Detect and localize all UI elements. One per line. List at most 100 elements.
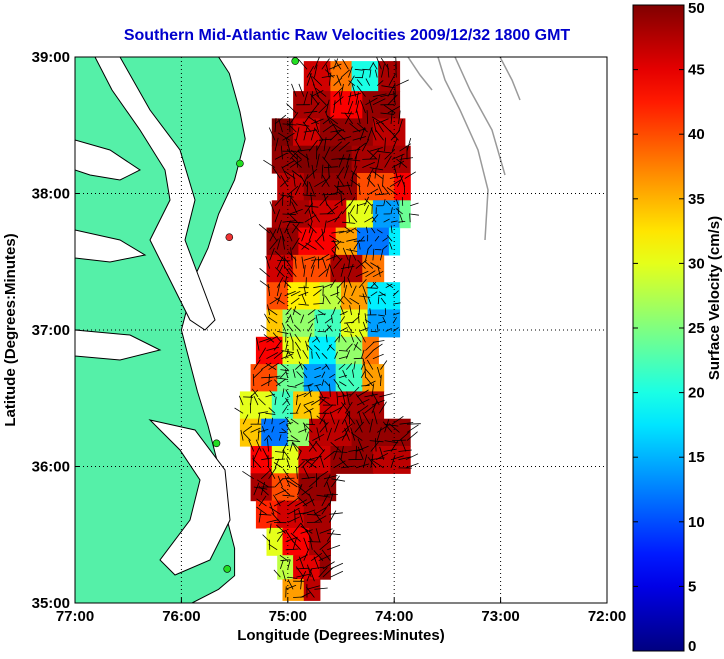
vector-arrow [351,316,360,324]
vector-arrow [355,463,370,469]
vector-arrow [371,383,375,397]
vector-arrow [321,352,328,359]
vector-arrow [371,214,379,223]
vector-arrow [358,182,361,195]
vector-arrow [305,423,316,426]
vector-arrow [289,159,302,168]
vector-arrow [356,79,363,86]
vector-arrow [345,362,353,370]
vector-arrow [295,403,301,414]
vector-arrow [291,237,300,250]
vector-arrow [266,352,278,360]
vector-arrow [334,197,346,207]
vector-arrow [338,363,346,370]
vector-arrow [322,156,332,168]
vector-arrow [321,174,330,187]
vector-arrow [303,110,318,114]
vector-arrow [391,138,398,152]
vector-arrow [306,65,315,78]
vector-arrow [358,410,363,425]
vector-arrow [399,174,406,187]
vector-arrow [383,199,386,206]
vector-arrow [385,327,392,332]
vector-arrow [362,68,371,71]
vector-arrow [292,522,302,534]
vector-arrow [330,562,344,570]
y-tick-label: 36:00 [32,459,70,476]
vector-arrow [398,449,412,452]
vector-arrow [263,159,276,168]
vector-arrow [303,400,314,406]
vector-arrow [358,304,361,316]
vector-arrow [307,309,316,316]
vector-arrow [296,466,298,479]
vector-arrow [316,94,327,106]
vector-arrow [346,391,350,406]
vector-arrow [283,265,293,278]
vector-arrow [302,509,316,515]
vector-arrow [321,502,330,515]
vector-arrow [372,93,387,97]
vector-arrow [265,255,271,269]
vector-arrow [340,112,354,115]
vector-arrow [261,379,272,387]
vector-arrow [404,171,417,179]
vector-arrow [348,75,355,86]
depth-contour [407,57,433,91]
velocity-cell [266,309,284,338]
vector-arrow [279,420,286,425]
vector-arrow [295,499,307,507]
vector-arrow [309,73,315,86]
vector-arrow [376,57,382,70]
x-axis-ticks: 77:00 76:00 75:00 74:00 73:00 72:00 [56,598,626,625]
vector-arrow [303,91,308,105]
vector-arrow [338,158,353,160]
vector-arrow [331,249,342,261]
vector-arrow [311,566,325,570]
vector-arrow [323,220,327,234]
vector-arrow [252,373,255,387]
vector-arrow [318,554,331,562]
vector-arrow [400,438,407,452]
vector-arrow [267,304,271,316]
vector-arrow [322,294,325,305]
vector-arrow [326,529,335,542]
vector-arrow [382,245,388,250]
vector-arrow [313,550,324,561]
vector-arrow [366,177,376,187]
vector-arrow [283,170,296,179]
vector-arrow [372,460,384,469]
vector-arrow [326,481,332,496]
vector-arrow [352,369,355,378]
vector-arrow [328,344,335,351]
vector-arrow [292,442,298,452]
vector-arrow [348,263,354,277]
vector-arrow [315,314,318,324]
vector-arrow [250,427,261,433]
vector-arrow [330,406,343,414]
vector-arrow [361,139,370,152]
vector-arrow [390,207,393,215]
vector-arrow [298,291,309,297]
vector-arrow [365,342,375,351]
grid-lines [75,57,607,603]
vector-arrow [292,441,302,452]
vector-arrow [280,371,287,379]
vector-arrow [354,68,363,71]
vector-arrow [281,322,287,332]
vector-arrow [337,385,346,398]
vector-arrow [329,373,336,379]
vector-arrow [316,470,329,480]
vector-arrow [281,353,294,360]
vector-arrow [389,175,402,179]
vector-arrow [277,529,287,534]
vector-arrow [267,283,271,296]
vector-arrow [386,235,393,242]
vector-arrow [310,91,313,105]
vector-arrow [362,158,376,160]
vector-arrow [342,247,349,261]
vector-arrow [316,138,324,152]
vector-arrow [376,229,383,234]
vector-arrow [290,297,300,305]
vector-arrow [342,370,347,378]
